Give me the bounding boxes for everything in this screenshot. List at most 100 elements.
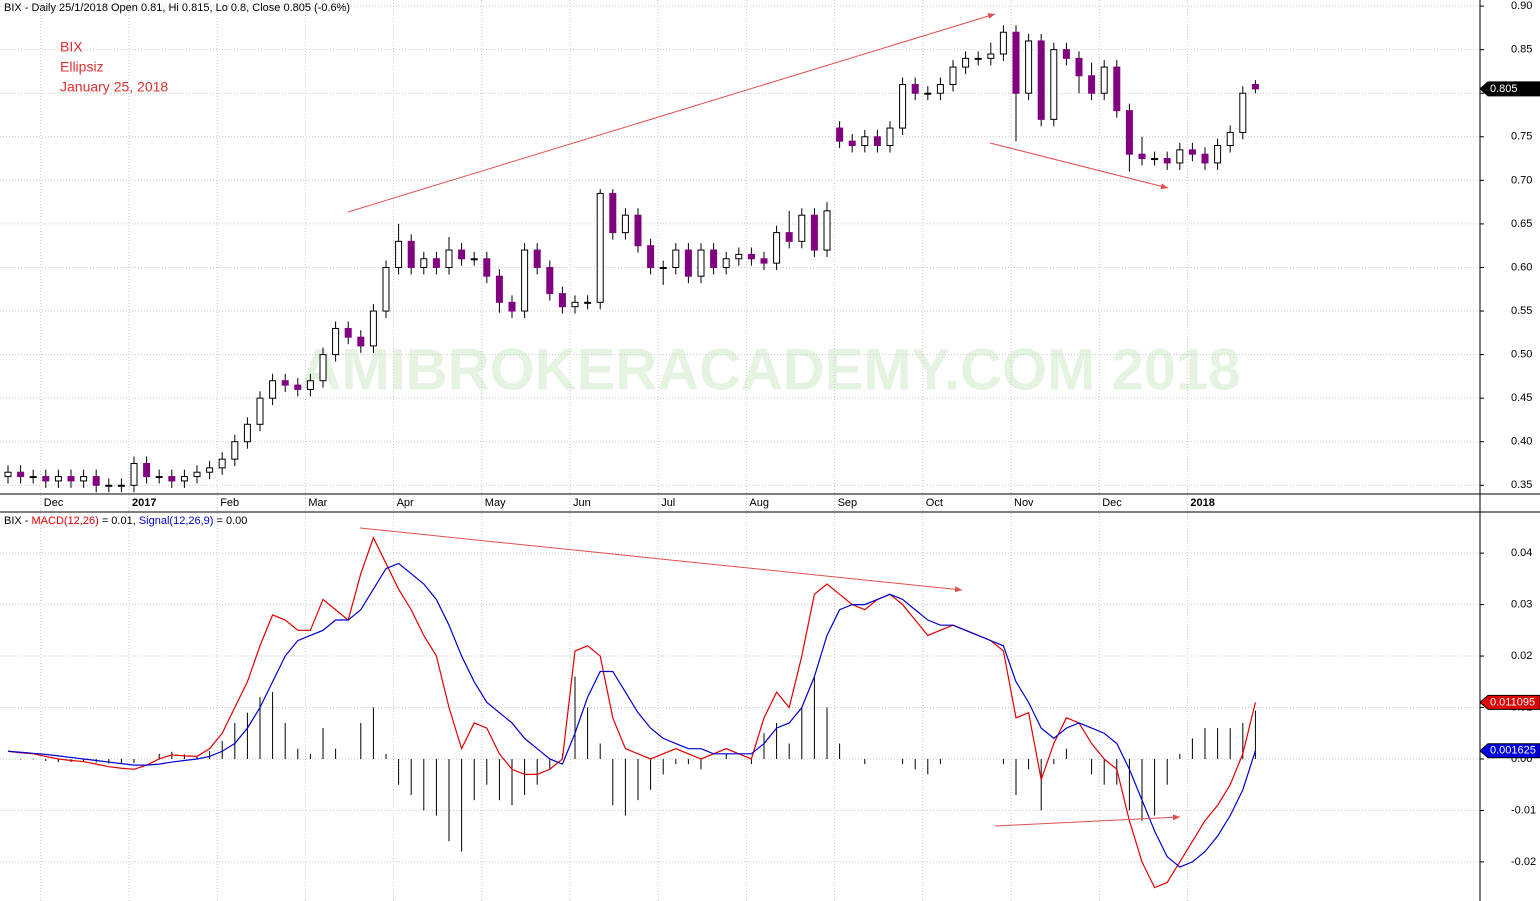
x-tick-label: Nov <box>1014 497 1034 509</box>
candle-body <box>395 240 403 268</box>
y-tick-label: -0.02 <box>1511 856 1536 868</box>
candle-body <box>773 232 781 264</box>
candle-body <box>117 484 125 487</box>
trend-arrow <box>989 142 1169 190</box>
candle-body <box>382 266 390 312</box>
candle-body <box>54 476 62 482</box>
x-tick-label: 2017 <box>132 497 156 509</box>
annotation: January 25, 2018 <box>60 79 168 95</box>
candle-body <box>1138 153 1146 160</box>
candle-body <box>634 214 642 247</box>
candle-body <box>143 463 151 478</box>
legend-value: = 0.01, <box>102 515 136 527</box>
candle-body <box>735 253 743 260</box>
annotation: Ellipsiz <box>60 59 104 75</box>
candle-body <box>407 240 415 268</box>
candle-body <box>596 192 604 303</box>
candle-body <box>420 258 428 268</box>
series-line <box>7 562 1256 868</box>
candle-body <box>1239 92 1247 133</box>
y-tick-label: 0.65 <box>1511 218 1532 230</box>
x-tick-label: Sep <box>838 497 858 509</box>
candle-body <box>80 476 88 482</box>
x-tick-label: Dec <box>1102 497 1122 509</box>
last-value-label: 0.805 <box>1490 83 1518 95</box>
candle-body <box>659 266 667 269</box>
candle-body <box>798 214 806 242</box>
candle-body <box>67 476 75 482</box>
series-line <box>7 536 1256 889</box>
title: BIX - <box>4 515 29 527</box>
candle-body <box>432 258 440 268</box>
candle-body <box>899 84 907 129</box>
x-tick-label: Aug <box>749 497 769 509</box>
y-tick-label: 0.55 <box>1511 305 1532 317</box>
candle-body <box>584 301 592 304</box>
candle-body <box>231 441 239 460</box>
candle-body <box>1012 31 1020 94</box>
candle-body <box>684 249 692 277</box>
candle-body <box>1025 40 1033 94</box>
candle-body <box>1037 40 1045 120</box>
candle-body <box>218 458 226 469</box>
candle-body <box>810 214 818 251</box>
trend-arrow <box>347 13 996 213</box>
x-tick-label: Feb <box>220 497 239 509</box>
candle-body <box>4 471 12 478</box>
last-value-label: 0.011095 <box>1490 696 1535 708</box>
candle-body <box>1088 75 1096 94</box>
candle-body <box>483 258 491 277</box>
candle-body <box>1251 84 1259 90</box>
candle-body <box>710 249 718 268</box>
candle-body <box>747 253 755 260</box>
candle-body <box>168 476 176 482</box>
last-value-label: 0.001625 <box>1490 745 1536 757</box>
candle-body <box>836 127 844 142</box>
x-tick-label: Jun <box>573 497 591 509</box>
candle-body <box>17 471 25 478</box>
candle-body <box>621 214 629 234</box>
candle-body <box>180 476 188 482</box>
candle-body <box>470 258 478 261</box>
last-value-box <box>1479 81 1540 97</box>
candle-body <box>1125 110 1133 155</box>
candle-body <box>647 245 655 268</box>
candle-body <box>130 463 138 486</box>
candle-body <box>974 57 982 60</box>
candle-body <box>949 66 957 86</box>
candle-body <box>962 57 970 68</box>
candle-body <box>1226 131 1234 146</box>
candle-body <box>1062 49 1070 59</box>
candle-body <box>722 258 730 268</box>
candle-body <box>697 249 705 277</box>
candle-body <box>508 301 516 312</box>
candle-body <box>1201 153 1209 164</box>
candle-body <box>999 31 1007 55</box>
y-tick-label: 0.45 <box>1511 392 1532 404</box>
y-tick-label: 0.50 <box>1511 349 1532 361</box>
y-tick-label: 0.75 <box>1511 131 1532 143</box>
chart-title: BIX - Daily 25/1/2018 Open 0.81, Hi 0.81… <box>4 2 350 14</box>
y-tick-label: 0.60 <box>1511 261 1532 273</box>
candle-body <box>861 136 869 146</box>
candle-body <box>1113 66 1121 112</box>
candle-body <box>319 354 327 382</box>
candle-body <box>924 92 932 95</box>
candle-body <box>936 84 944 94</box>
x-tick-label: 2018 <box>1190 497 1214 509</box>
legend-entry: Signal(12,26,9) <box>139 515 214 527</box>
candle-body <box>344 327 352 338</box>
candle-body <box>571 301 579 308</box>
y-tick-label: 0.90 <box>1511 0 1532 12</box>
candle-body <box>105 484 113 487</box>
y-tick-label: 0.02 <box>1511 650 1532 662</box>
y-tick-label: 0.85 <box>1511 44 1532 56</box>
trend-arrow <box>359 527 963 593</box>
candle-body <box>281 380 289 386</box>
candle-body <box>609 192 617 234</box>
trend-arrow <box>994 814 1181 827</box>
candle-body <box>495 275 503 303</box>
candle-body <box>155 476 163 479</box>
candle-body <box>848 140 856 146</box>
